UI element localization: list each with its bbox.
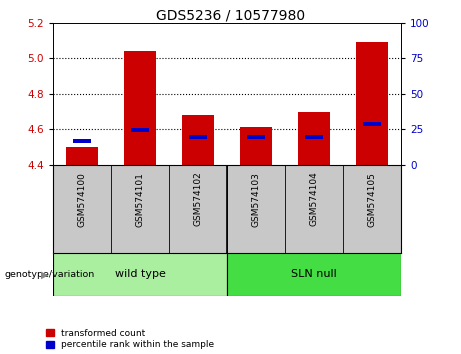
Bar — [356, 42, 388, 165]
Text: ▶: ▶ — [41, 269, 48, 279]
Bar — [227, 253, 401, 296]
Bar — [66, 147, 98, 165]
Bar — [131, 128, 149, 132]
Bar — [189, 135, 207, 139]
Bar — [182, 115, 214, 165]
Bar — [363, 122, 381, 126]
Text: GSM574103: GSM574103 — [252, 172, 260, 227]
Text: GSM574102: GSM574102 — [194, 172, 202, 227]
Text: wild type: wild type — [115, 269, 165, 279]
Bar — [298, 112, 330, 165]
Bar — [247, 135, 265, 139]
Text: GDS5236 / 10577980: GDS5236 / 10577980 — [156, 9, 305, 23]
Legend: transformed count, percentile rank within the sample: transformed count, percentile rank withi… — [46, 329, 214, 349]
Text: genotype/variation: genotype/variation — [5, 270, 95, 279]
Text: SLN null: SLN null — [291, 269, 337, 279]
Text: GSM574104: GSM574104 — [309, 172, 319, 227]
Text: GSM574100: GSM574100 — [77, 172, 87, 227]
Bar — [240, 127, 272, 165]
Bar — [53, 253, 227, 296]
Bar — [305, 135, 323, 139]
Bar — [73, 139, 91, 143]
Bar — [124, 51, 156, 165]
Text: GSM574105: GSM574105 — [367, 172, 377, 227]
Text: GSM574101: GSM574101 — [136, 172, 145, 227]
